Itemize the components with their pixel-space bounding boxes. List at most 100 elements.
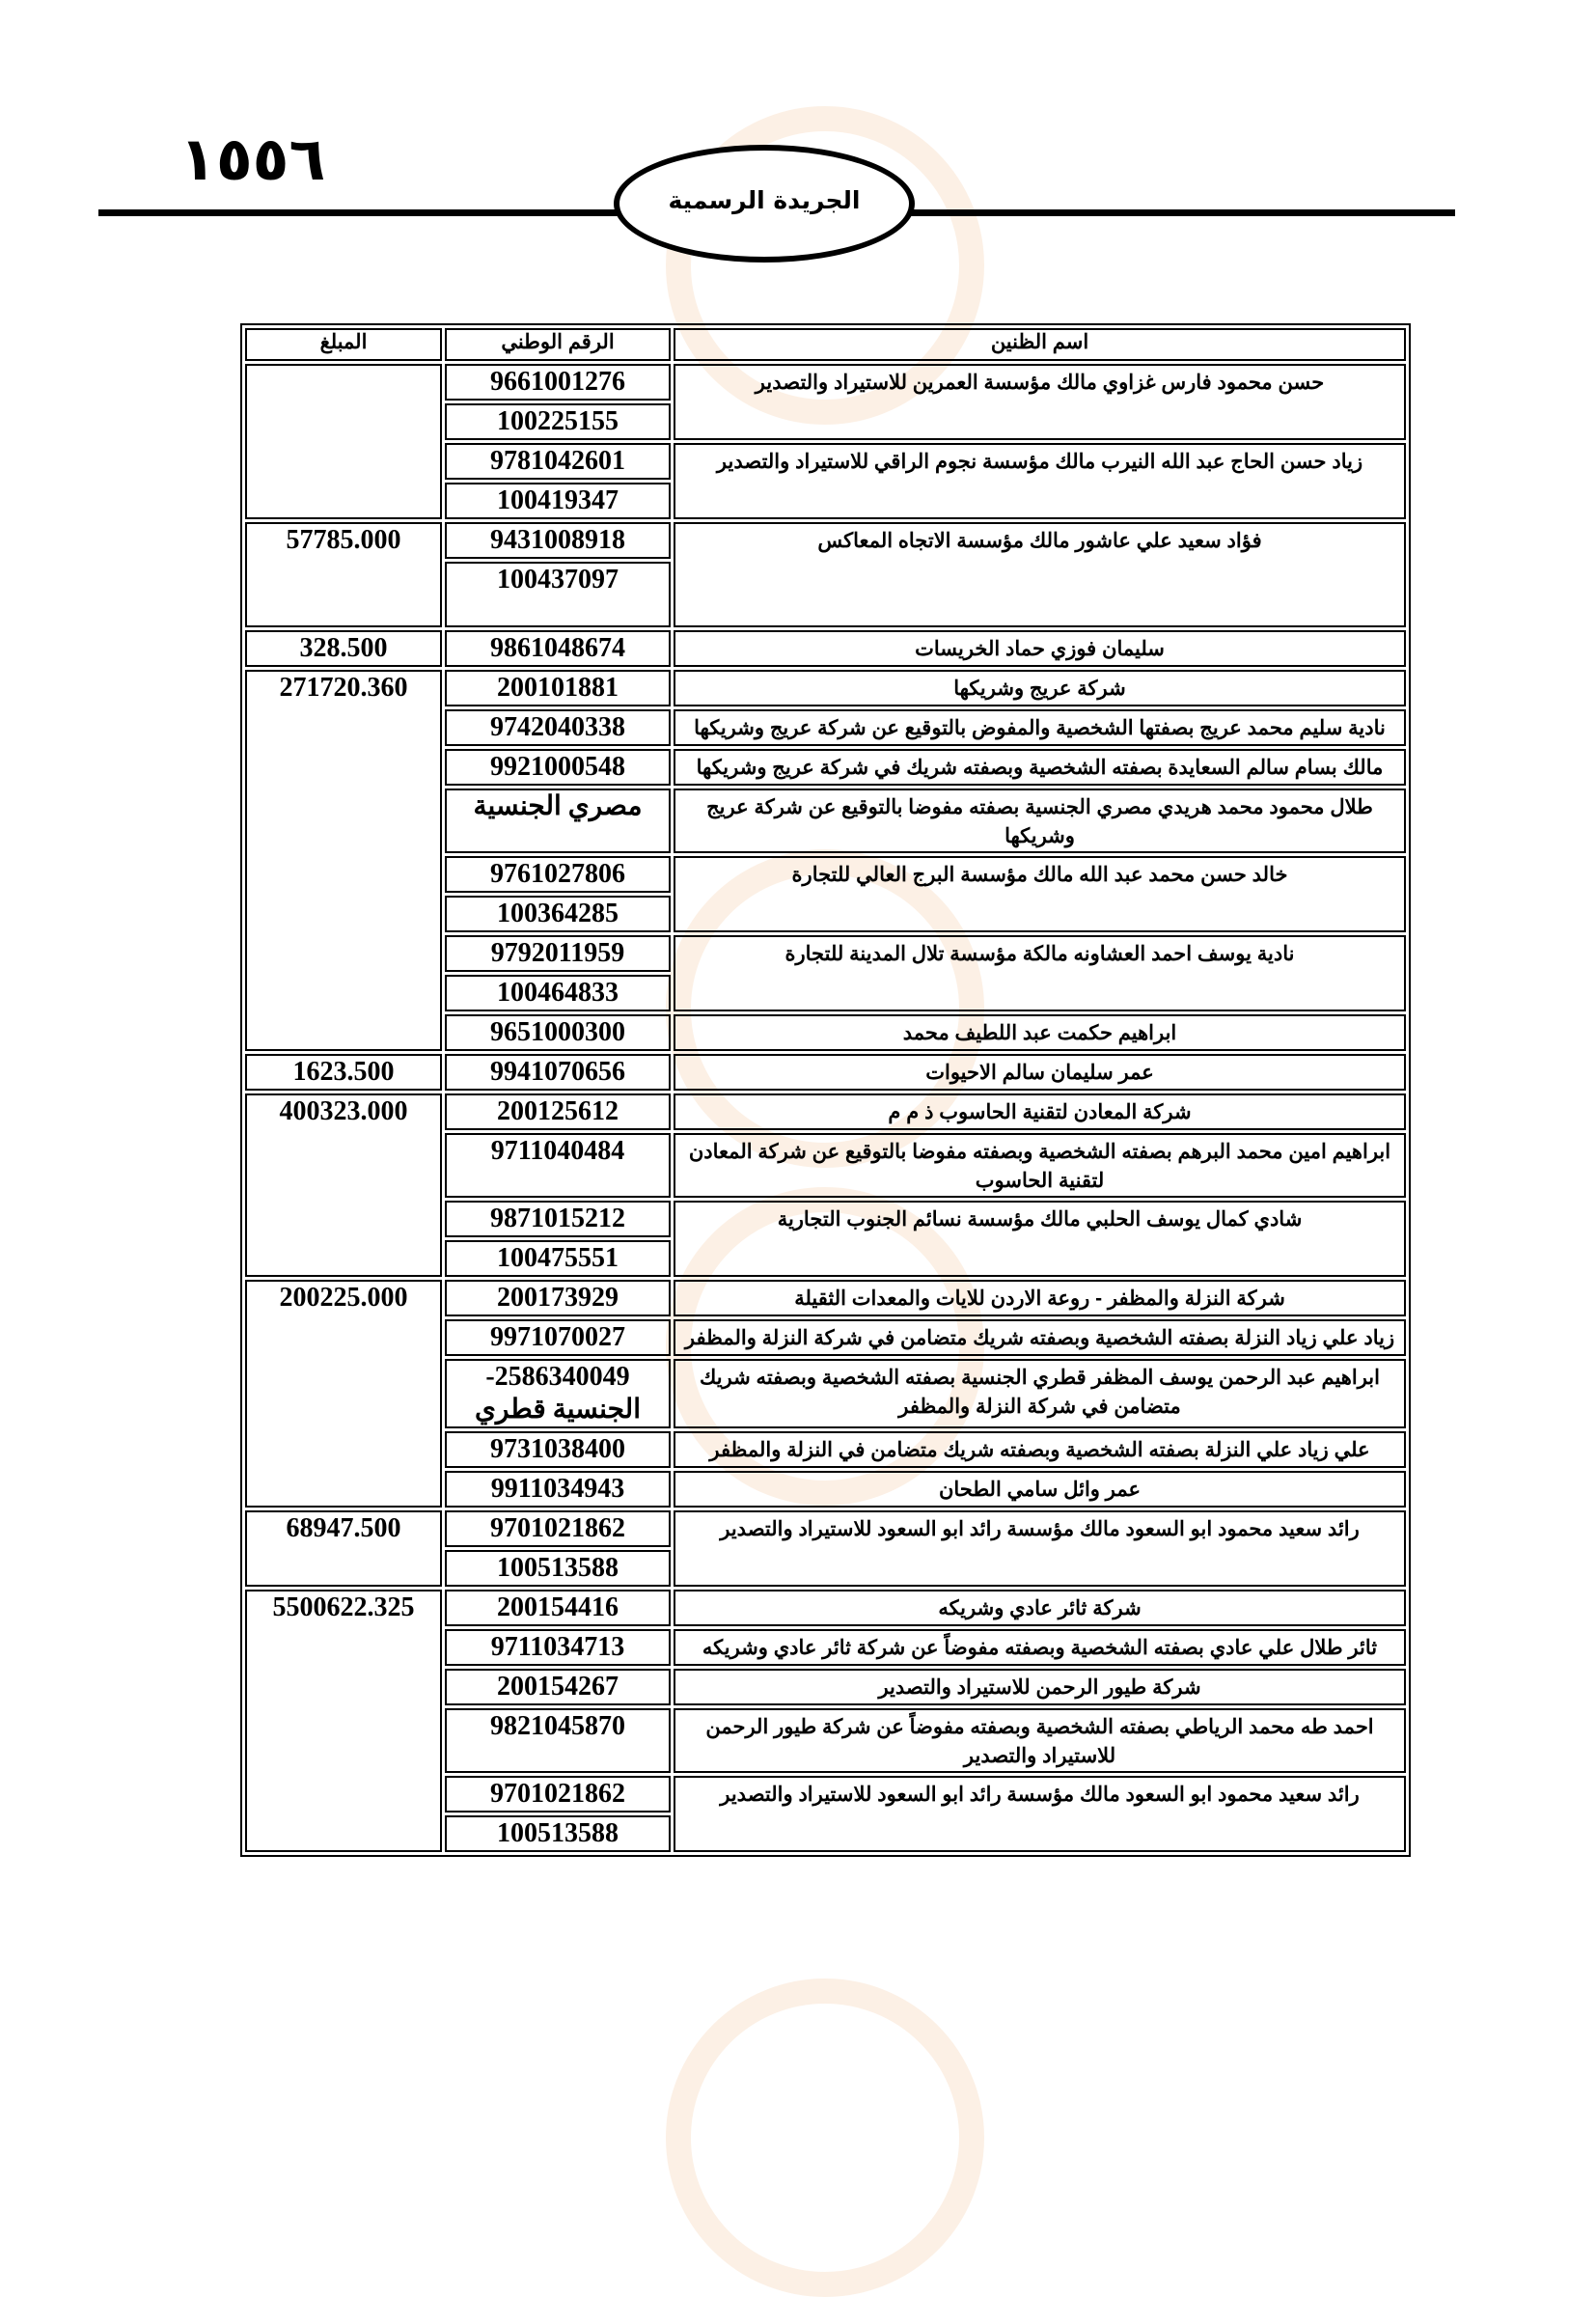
national-id: 9711040484 [445, 1133, 671, 1198]
national-id: 9941070656 [445, 1054, 671, 1091]
table-row: سليمان فوزي حماد الخريسات 9861048674 328.5… [245, 630, 1406, 667]
amount: 68947.500 [245, 1510, 442, 1587]
table-row: رائد سعيد محمود ابو السعود مالك مؤسسة را… [245, 1510, 1406, 1587]
amount: 328.500 [245, 630, 442, 667]
table-row: ابراهيم عبد الرحمن يوسف المظفر قطري الجن… [245, 1359, 1406, 1428]
national-id: 9661001276 [445, 364, 671, 401]
national-id: 100364285 [445, 896, 671, 932]
table-row: ابراهيم امين محمد البرهم بصفته الشخصية و… [245, 1133, 1406, 1198]
defendant-name: زياد علي زياد النزلة بصفته الشخصية وبصفت… [674, 1319, 1406, 1356]
table-row: رائد سعيد محمود ابو السعود مالك مؤسسة را… [245, 1776, 1406, 1852]
national-id: 9742040338 [445, 709, 671, 746]
defendant-name: عمر سليمان سالم الاحيوات [674, 1054, 1406, 1091]
table-row: احمد طه محمد الرياطي بصفته الشخصية وبصفت… [245, 1708, 1406, 1773]
table-row: طلال محمود محمد هريدي مصري الجنسية بصفته… [245, 789, 1406, 853]
table-row: زياد علي زياد النزلة بصفته الشخصية وبصفت… [245, 1319, 1406, 1356]
defendant-name: مالك بسام سالم السعايدة بصفته الشخصية وب… [674, 749, 1406, 786]
amount: 5500622.325 [245, 1590, 442, 1852]
national-id: 9651000300 [445, 1014, 671, 1051]
table-row: مالك بسام سالم السعايدة بصفته الشخصية وب… [245, 749, 1406, 786]
national-id: مصري الجنسية [445, 789, 671, 853]
national-id: 100513588 [445, 1815, 671, 1852]
defendant-name: شركة طيور الرحمن للاستيراد والتصدير [674, 1669, 1406, 1705]
national-id: 100513588 [445, 1550, 671, 1587]
national-id: 200101881 [445, 670, 671, 706]
national-id: 9911034943 [445, 1471, 671, 1508]
defendant-name: شركة المعادن لتقنية الحاسوب ذ م م [674, 1093, 1406, 1130]
table-row: ابراهيم حكمت عبد اللطيف محمد 9651000300 [245, 1014, 1406, 1051]
defendant-name: شركة عريج وشريكها [674, 670, 1406, 706]
publication-title: الجريدة الرسمية [668, 185, 861, 214]
national-id: 200173929 [445, 1280, 671, 1316]
watermark-logo [666, 1979, 984, 2297]
amount [245, 364, 442, 519]
national-id: 100437097 [445, 562, 671, 627]
defendant-name: شركة النزلة والمظفر - روعة الاردن للايات… [674, 1280, 1406, 1316]
publication-title-oval: الجريدة الرسمية [614, 145, 915, 263]
table-header-row: اسم الظنين الرقم الوطني المبلغ [245, 328, 1406, 361]
table-row: 100437097 [245, 562, 1406, 627]
national-id: 9781042601 [445, 443, 671, 480]
national-id: 9761027806 [445, 856, 671, 893]
amount: 200225.000 [245, 1280, 442, 1508]
national-id: 9731038400 [445, 1431, 671, 1468]
defendant-name: خالد حسن محمد عبد الله مالك مؤسسة البرج … [674, 856, 1406, 932]
national-id: 100464833 [445, 975, 671, 1011]
defendant-name: زياد حسن الحاج عبد الله النيرب مالك مؤسس… [674, 443, 1406, 519]
amount: 57785.000 [245, 522, 442, 627]
table-row: حسن محمود فارس غزاوي مالك مؤسسة العمرين … [245, 364, 1406, 519]
national-id: 9921000548 [445, 749, 671, 786]
table-row: شركة ثائر عادي وشريكه 200154416 5500622.32… [245, 1590, 1406, 1852]
table-row: علي زياد علي النزلة بصفته الشخصية وبصفته… [245, 1431, 1406, 1468]
defendant-name: حسن محمود فارس غزاوي مالك مؤسسة العمرين … [674, 364, 1406, 440]
defendant-name: احمد طه محمد الرياطي بصفته الشخصية وبصفت… [674, 1708, 1406, 1773]
national-id: 9871015212 [445, 1201, 671, 1237]
national-id: 9431008918 [445, 522, 671, 559]
table-row: عمر وائل سامي الطحان 9911034943 [245, 1471, 1406, 1508]
national-id: 9711034713 [445, 1629, 671, 1666]
table-row: 100364285 [245, 896, 1406, 932]
defendant-name: شادي كمال يوسف الحلبي مالك مؤسسة نسائم ا… [674, 1201, 1406, 1277]
defendant-name: ثائر طلال علي عادي بصفته الشخصية وبصفته … [674, 1629, 1406, 1666]
national-id: 100475551 [445, 1240, 671, 1277]
defendants-table: اسم الظنين الرقم الوطني المبلغ حسن محمود… [240, 323, 1411, 1857]
amount: 1623.500 [245, 1054, 442, 1091]
table-row: شركة المعادن لتقنية الحاسوب ذ م م 2001256… [245, 1093, 1406, 1277]
defendant-name: ابراهيم امين محمد البرهم بصفته الشخصية و… [674, 1133, 1406, 1198]
defendant-name: سليمان فوزي حماد الخريسات [674, 630, 1406, 667]
national-id: 9861048674 [445, 630, 671, 667]
defendant-name: ابراهيم حكمت عبد اللطيف محمد [674, 1014, 1406, 1051]
table-row: نادية يوسف احمد العشاونه مالكة مؤسسة تلا… [245, 935, 1406, 1011]
column-header-name: اسم الظنين [674, 328, 1406, 361]
column-header-national-id: الرقم الوطني [445, 328, 671, 361]
defendant-name: فؤاد سعيد علي عاشور مالك مؤسسة الاتجاه ا… [674, 522, 1406, 627]
defendant-name: علي زياد علي النزلة بصفته الشخصية وبصفته… [674, 1431, 1406, 1468]
table-row: فؤاد سعيد علي عاشور مالك مؤسسة الاتجاه ا… [245, 522, 1406, 627]
table-row: شركة عريج وشريكها 200101881 271720.360 [245, 670, 1406, 1051]
national-id: 100225155 [445, 403, 671, 440]
defendant-name: رائد سعيد محمود ابو السعود مالك مؤسسة را… [674, 1510, 1406, 1587]
table-row: نادية سليم محمد عريج بصفتها الشخصية والم… [245, 709, 1406, 746]
amount: 400323.000 [245, 1093, 442, 1277]
defendant-name: نادية سليم محمد عريج بصفتها الشخصية والم… [674, 709, 1406, 746]
table-row: خالد حسن محمد عبد الله مالك مؤسسة البرج … [245, 856, 1406, 932]
national-id: 200154267 [445, 1669, 671, 1705]
table-row: زياد حسن الحاج عبد الله النيرب مالك مؤسس… [245, 443, 1406, 519]
national-id: 9792011959 [445, 935, 671, 972]
page-number: ١٥٥٦ [179, 124, 326, 194]
national-id: 9701021862 [445, 1510, 671, 1547]
defendant-name: ابراهيم عبد الرحمن يوسف المظفر قطري الجن… [674, 1359, 1406, 1428]
column-header-amount: المبلغ [245, 328, 442, 361]
table-row: عمر سليمان سالم الاحيوات 9941070656 1623.5… [245, 1054, 1406, 1091]
national-id: 100419347 [445, 483, 671, 519]
table-row: 100419347 [245, 483, 1406, 519]
defendant-name: شركة ثائر عادي وشريكه [674, 1590, 1406, 1626]
table-row: 100513588 [245, 1815, 1406, 1852]
table-row: 100475551 [245, 1240, 1406, 1277]
table-row: 100513588 [245, 1550, 1406, 1587]
national-id: 2586340049- الجنسية قطري [445, 1359, 671, 1428]
table-row: ثائر طلال علي عادي بصفته الشخصية وبصفته … [245, 1629, 1406, 1666]
amount: 271720.360 [245, 670, 442, 1051]
table-row: 100464833 [245, 975, 1406, 1011]
defendant-name: رائد سعيد محمود ابو السعود مالك مؤسسة را… [674, 1776, 1406, 1852]
